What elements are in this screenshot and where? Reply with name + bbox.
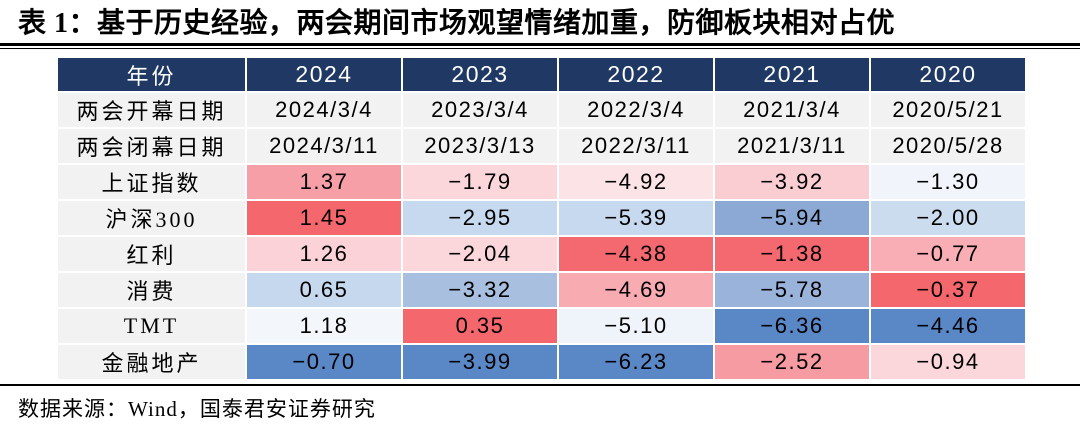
value-cell: −0.37 <box>871 273 1025 307</box>
value-cell: 2022/3/4 <box>559 93 713 127</box>
value-cell: 0.35 <box>403 309 557 343</box>
value-cell: −4.92 <box>559 165 713 199</box>
value-cell: −1.38 <box>715 237 869 271</box>
row-label: TMT <box>58 309 245 343</box>
title-divider <box>0 43 1080 49</box>
row-label: 两会开幕日期 <box>58 93 245 127</box>
header-cell-year: 2024 <box>247 58 401 91</box>
value-cell: −0.77 <box>871 237 1025 271</box>
row-label: 消费 <box>58 273 245 307</box>
value-cell: 1.26 <box>247 237 401 271</box>
value-cell: −5.39 <box>559 201 713 235</box>
value-cell: −2.95 <box>403 201 557 235</box>
value-cell: 1.18 <box>247 309 401 343</box>
value-cell: −4.46 <box>871 309 1025 343</box>
value-cell: 2021/3/11 <box>715 129 869 163</box>
value-cell: 2023/3/4 <box>403 93 557 127</box>
header-cell-year: 2023 <box>403 58 557 91</box>
value-cell: −1.79 <box>403 165 557 199</box>
value-cell: −0.70 <box>247 345 401 379</box>
value-cell: −2.52 <box>715 345 869 379</box>
value-cell: 2023/3/13 <box>403 129 557 163</box>
row-label: 金融地产 <box>58 345 245 379</box>
value-cell: 2022/3/11 <box>559 129 713 163</box>
value-cell: 0.65 <box>247 273 401 307</box>
row-label: 红利 <box>58 237 245 271</box>
value-cell: −6.36 <box>715 309 869 343</box>
value-cell: −5.10 <box>559 309 713 343</box>
heatmap-table: 年份 2024 2023 2022 2021 2020 两会开幕日期 2024/3/4 2023… <box>58 58 1025 379</box>
header-cell-year: 2021 <box>715 58 869 91</box>
value-cell: −2.04 <box>403 237 557 271</box>
row-label: 沪深300 <box>58 201 245 235</box>
header-cell-year: 2022 <box>559 58 713 91</box>
value-cell: −3.92 <box>715 165 869 199</box>
value-cell: −2.00 <box>871 201 1025 235</box>
value-cell: 2021/3/4 <box>715 93 869 127</box>
value-cell: −0.94 <box>871 345 1025 379</box>
value-cell: 1.45 <box>247 201 401 235</box>
footer-divider <box>0 384 1080 386</box>
value-cell: −5.94 <box>715 201 869 235</box>
row-label: 两会闭幕日期 <box>58 129 245 163</box>
data-source: 数据来源：Wind，国泰君安证券研究 <box>18 397 376 421</box>
value-cell: 2020/5/28 <box>871 129 1025 163</box>
value-cell: 2024/3/11 <box>247 129 401 163</box>
value-cell: −6.23 <box>559 345 713 379</box>
value-cell: −3.32 <box>403 273 557 307</box>
value-cell: −5.78 <box>715 273 869 307</box>
header-cell-year: 2020 <box>871 58 1025 91</box>
value-cell: 1.37 <box>247 165 401 199</box>
value-cell: 2024/3/4 <box>247 93 401 127</box>
value-cell: −1.30 <box>871 165 1025 199</box>
value-cell: −3.99 <box>403 345 557 379</box>
value-cell: −4.69 <box>559 273 713 307</box>
value-cell: 2020/5/21 <box>871 93 1025 127</box>
header-cell-year-label: 年份 <box>58 58 245 91</box>
value-cell: −4.38 <box>559 237 713 271</box>
row-label: 上证指数 <box>58 165 245 199</box>
table-title: 表 1：基于历史经验，两会期间市场观望情绪加重，防御板块相对占优 <box>18 8 896 39</box>
